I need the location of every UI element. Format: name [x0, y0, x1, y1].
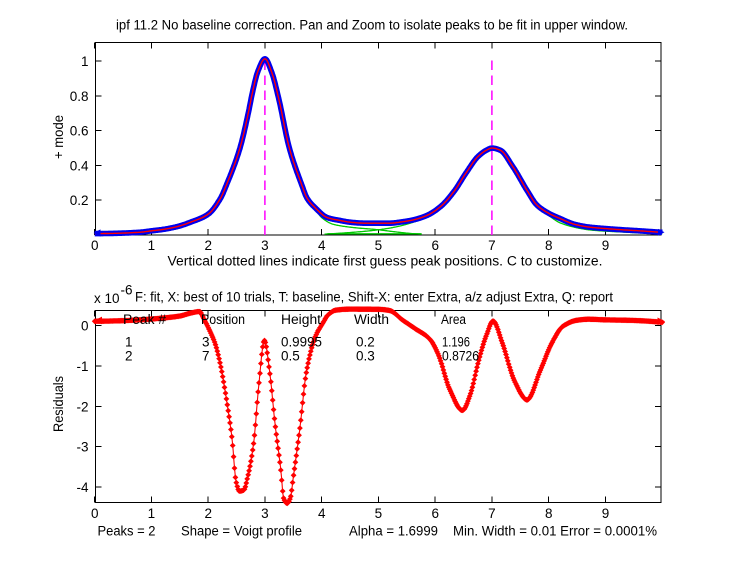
svg-text:-3: -3 — [76, 440, 88, 455]
svg-text:ipf 11.2 No baseline correctio: ipf 11.2 No baseline correction. Pan and… — [116, 18, 628, 33]
svg-text:1: 1 — [148, 506, 156, 521]
svg-text:x 10: x 10 — [94, 291, 120, 306]
svg-text:Residuals: Residuals — [51, 376, 66, 432]
svg-text:6: 6 — [431, 238, 439, 253]
svg-text:Min. Width = 0.01 Error = 0.00: Min. Width = 0.01 Error = 0.0001% — [453, 524, 657, 539]
svg-text:F: fit, X: best of 10 trials,: F: fit, X: best of 10 trials, T: baselin… — [135, 290, 613, 305]
svg-text:4: 4 — [318, 238, 326, 253]
svg-text:0: 0 — [91, 238, 99, 253]
svg-text:6: 6 — [431, 506, 439, 521]
svg-text:1: 1 — [125, 335, 133, 350]
svg-text:-6: -6 — [121, 283, 133, 298]
svg-text:7: 7 — [202, 349, 210, 364]
svg-text:9: 9 — [602, 238, 610, 253]
svg-text:1: 1 — [148, 238, 156, 253]
svg-text:Area: Area — [441, 312, 466, 327]
svg-text:1: 1 — [81, 54, 89, 69]
svg-text:0: 0 — [81, 319, 89, 334]
svg-text:+ mode: + mode — [51, 115, 66, 159]
svg-text:3: 3 — [261, 238, 269, 253]
svg-text:7: 7 — [488, 238, 496, 253]
svg-text:2: 2 — [204, 238, 212, 253]
svg-text:0.2: 0.2 — [70, 193, 89, 208]
svg-text:0.8726: 0.8726 — [442, 349, 479, 364]
svg-text:5: 5 — [375, 238, 383, 253]
svg-text:Height: Height — [281, 312, 321, 327]
svg-text:4: 4 — [318, 506, 326, 521]
svg-text:-4: -4 — [76, 480, 88, 495]
svg-text:7: 7 — [488, 506, 496, 521]
svg-text:Peaks = 2: Peaks = 2 — [98, 524, 156, 539]
svg-text:3: 3 — [202, 335, 210, 350]
svg-text:0.4: 0.4 — [70, 158, 89, 173]
svg-text:Alpha = 1.6999: Alpha = 1.6999 — [349, 524, 438, 539]
svg-text:0.9995: 0.9995 — [281, 335, 322, 350]
svg-text:Width: Width — [354, 312, 389, 327]
svg-text:0.8: 0.8 — [70, 89, 89, 104]
svg-text:5: 5 — [375, 506, 383, 521]
svg-text:9: 9 — [602, 506, 610, 521]
svg-text:-1: -1 — [76, 359, 88, 374]
svg-text:2: 2 — [204, 506, 212, 521]
svg-text:Shape = Voigt profile: Shape = Voigt profile — [181, 524, 302, 539]
svg-text:-2: -2 — [76, 399, 88, 414]
svg-text:2: 2 — [125, 349, 133, 364]
svg-text:8: 8 — [545, 506, 553, 521]
svg-text:3: 3 — [261, 506, 269, 521]
svg-text:Vertical dotted lines indicate: Vertical dotted lines indicate first gue… — [168, 254, 603, 269]
svg-text:0.3: 0.3 — [356, 349, 375, 364]
svg-text:Peak #: Peak # — [123, 312, 167, 327]
svg-text:0: 0 — [91, 506, 99, 521]
svg-text:1.196: 1.196 — [442, 335, 470, 350]
svg-text:Position: Position — [201, 312, 245, 327]
svg-text:8: 8 — [545, 238, 553, 253]
svg-text:0.5: 0.5 — [281, 349, 300, 364]
svg-text:0.2: 0.2 — [356, 335, 375, 350]
svg-text:0.6: 0.6 — [70, 124, 89, 139]
